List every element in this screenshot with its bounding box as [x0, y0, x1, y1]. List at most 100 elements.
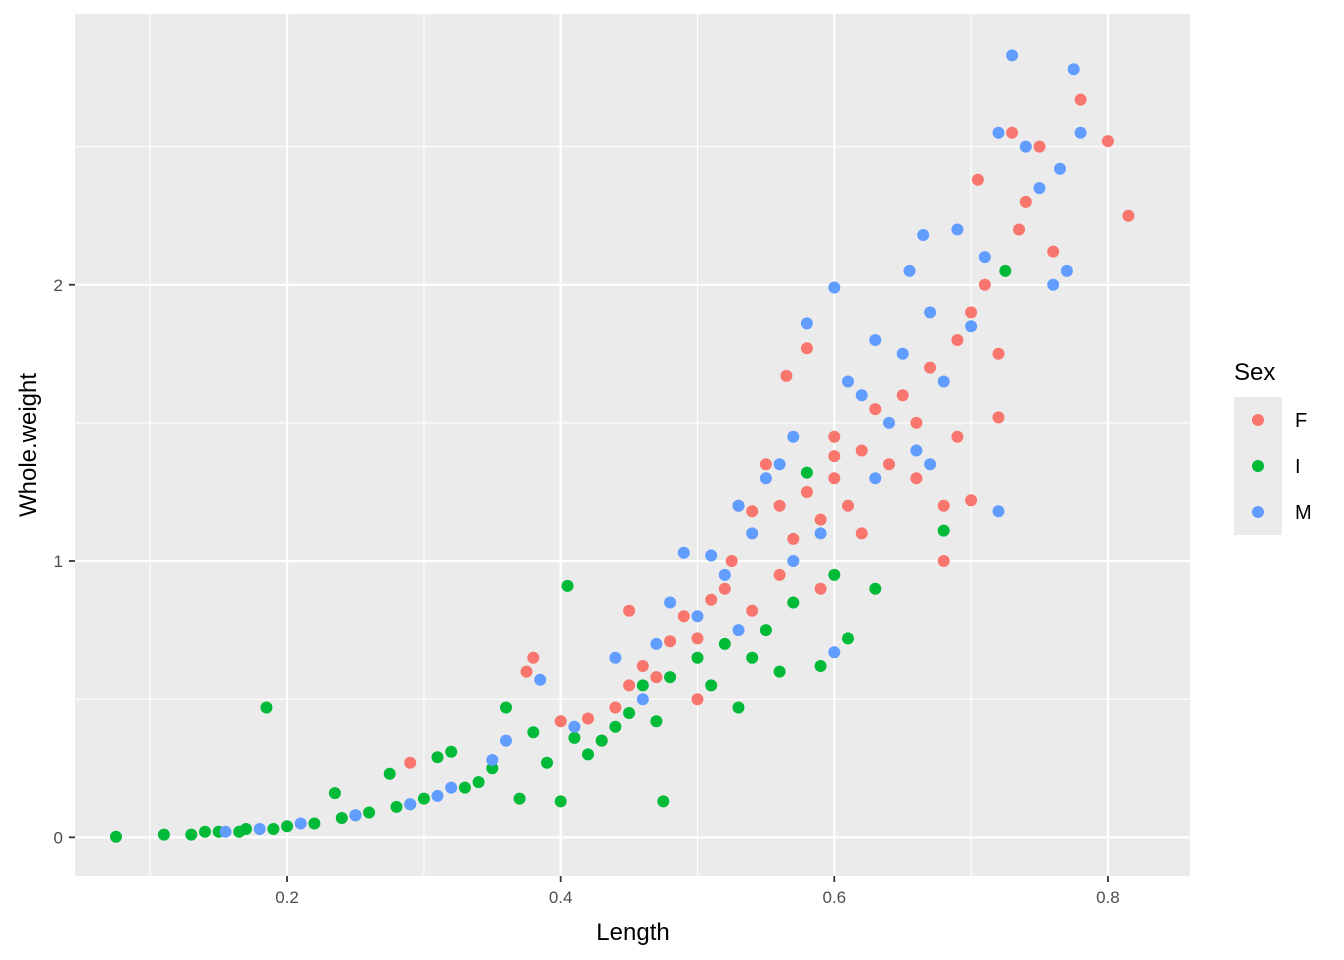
data-point-m	[294, 817, 307, 830]
data-point-i	[787, 596, 800, 609]
data-point-f	[855, 527, 868, 540]
data-point-i	[732, 701, 745, 714]
x-tick-label: 0.8	[1096, 888, 1120, 907]
data-point-f	[1006, 126, 1019, 139]
plot-panel	[75, 14, 1190, 876]
data-point-m	[917, 229, 930, 241]
data-point-i	[513, 792, 526, 805]
data-point-f	[937, 499, 950, 512]
data-point-m	[759, 472, 772, 485]
data-point-i	[759, 624, 772, 637]
data-point-f	[883, 458, 895, 471]
data-point-m	[568, 720, 581, 733]
data-point-f	[855, 444, 868, 457]
data-point-f	[971, 173, 984, 186]
data-point-i	[328, 787, 341, 800]
legend-key-i	[1252, 460, 1264, 472]
data-point-f	[746, 505, 759, 518]
data-point-i	[445, 745, 458, 758]
data-point-m	[718, 568, 731, 581]
data-point-f	[896, 389, 909, 402]
data-point-m	[773, 458, 786, 471]
data-point-m	[1033, 182, 1046, 195]
data-point-f	[623, 679, 636, 692]
data-point-m	[1054, 162, 1066, 175]
data-point-f	[609, 701, 622, 714]
data-point-m	[1060, 264, 1073, 277]
data-point-f	[623, 604, 636, 617]
data-point-m	[677, 546, 690, 559]
x-tick-label: 0.4	[549, 888, 573, 907]
data-point-i	[363, 806, 376, 819]
data-point-m	[691, 610, 704, 623]
data-point-i	[691, 651, 704, 664]
data-point-m	[746, 527, 759, 540]
legend-key-m	[1252, 506, 1264, 518]
x-tick-label: 0.6	[822, 888, 846, 907]
data-point-i	[595, 734, 608, 747]
data-point-m	[445, 781, 458, 794]
data-point-f	[800, 342, 813, 355]
data-point-f	[1033, 140, 1046, 153]
x-axis-ticks: 0.2 0.4 0.6 0.8	[275, 876, 1120, 907]
data-point-i	[417, 792, 430, 805]
data-point-f	[828, 450, 841, 463]
data-point-f	[828, 430, 841, 443]
data-point-f	[910, 472, 923, 485]
data-point-m	[828, 646, 841, 659]
data-point-m	[896, 347, 909, 360]
data-point-i	[636, 679, 649, 692]
data-point-f	[691, 693, 704, 706]
data-point-m	[828, 281, 841, 294]
data-point-f	[725, 555, 738, 567]
data-point-m	[1067, 63, 1080, 76]
data-point-f	[773, 499, 786, 512]
data-point-f	[520, 665, 533, 678]
data-point-i	[561, 579, 574, 592]
data-point-f	[992, 347, 1005, 360]
data-point-f	[869, 403, 882, 416]
data-point-i	[814, 660, 827, 672]
data-point-i	[458, 781, 471, 794]
data-point-m	[965, 320, 978, 333]
data-point-m	[978, 251, 991, 264]
legend-key-f	[1252, 414, 1264, 426]
data-point-i	[267, 823, 280, 835]
data-point-f	[800, 486, 813, 498]
data-point-f	[924, 361, 937, 374]
data-point-f	[691, 632, 704, 645]
data-point-m	[650, 637, 663, 650]
legend-title: Sex	[1234, 359, 1275, 386]
y-tick-label: 2	[54, 276, 63, 295]
data-point-i	[609, 720, 622, 733]
data-point-f	[1122, 209, 1135, 222]
y-tick-label: 0	[54, 828, 63, 847]
data-point-m	[732, 499, 745, 512]
x-axis-title: Length	[596, 919, 669, 946]
data-point-f	[828, 472, 841, 485]
data-point-f	[1019, 195, 1032, 208]
data-point-f	[746, 604, 759, 617]
data-point-f	[636, 660, 649, 672]
data-point-m	[903, 264, 916, 277]
data-point-f	[718, 582, 731, 595]
data-point-m	[951, 223, 964, 236]
data-point-f	[992, 411, 1005, 424]
data-point-f	[951, 334, 964, 346]
legend-label-m: M	[1295, 502, 1312, 524]
data-point-m	[924, 306, 937, 319]
data-point-f	[965, 306, 978, 319]
data-point-f	[814, 582, 827, 595]
data-point-m	[992, 505, 1005, 518]
data-point-f	[582, 712, 594, 725]
data-point-i	[554, 795, 567, 808]
data-point-f	[1013, 223, 1025, 236]
data-point-f	[978, 278, 991, 291]
data-point-i	[773, 665, 786, 678]
data-point-m	[534, 673, 547, 686]
data-point-i	[937, 524, 950, 537]
data-point-i	[541, 756, 553, 769]
data-point-f	[1047, 245, 1060, 258]
data-point-f	[787, 532, 800, 545]
